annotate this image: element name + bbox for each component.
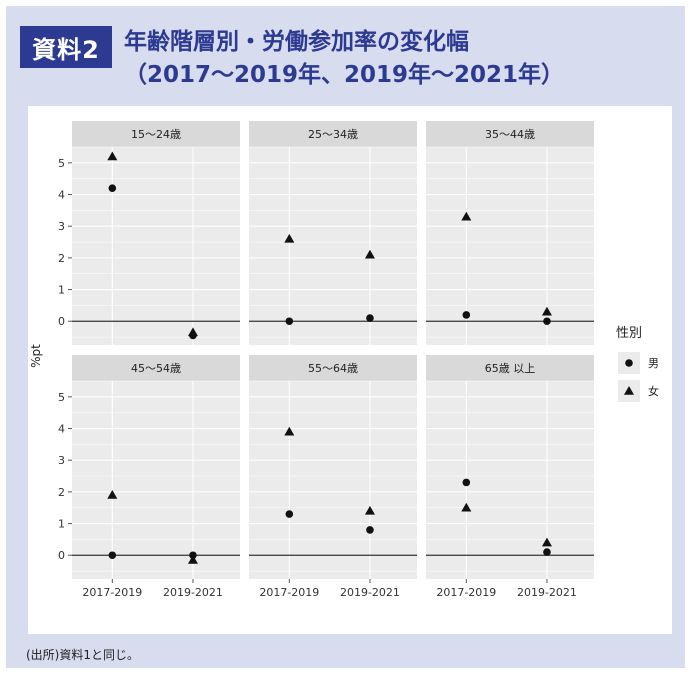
male-point	[108, 184, 117, 192]
x-tick-label: 2019-2021	[163, 586, 223, 599]
y-tick-label: 3	[58, 454, 65, 467]
y-axis-label: %pt	[29, 344, 43, 368]
x-tick-label: 2017-2019	[82, 586, 142, 599]
y-tick-label: 0	[58, 549, 65, 562]
legend-label: 男	[648, 357, 659, 370]
facet-strip	[72, 121, 240, 147]
legend-label: 女	[648, 384, 659, 398]
female-point	[107, 490, 118, 499]
plot-background	[426, 147, 594, 345]
female-point	[461, 211, 472, 221]
facet-strip	[249, 121, 417, 147]
facet-strip	[249, 355, 417, 381]
plot-background	[72, 381, 240, 579]
facet-label: 25～34歳	[308, 128, 358, 141]
y-tick-label: 4	[58, 423, 65, 436]
y-tick-label: 2	[58, 252, 65, 265]
male-point	[366, 314, 374, 322]
female-point	[541, 537, 552, 547]
facet-label: 55～64歳	[308, 362, 358, 375]
y-tick-label: 3	[58, 220, 65, 233]
female-point	[364, 505, 375, 515]
figure-frame: 資料2 年齢階層別・労働参加率の変化幅 （2017～2019年、2019年～20…	[6, 6, 685, 668]
facet-strip	[426, 121, 594, 147]
facet-strip	[72, 355, 240, 381]
faceted-scatter-chart: 15～24歳 0 1 2 3 4 5 25～34歳 35～44歳 45～54歳 0 1 2 3 4 5 2017…	[29, 121, 659, 599]
facet-label: 35～44歳	[485, 128, 535, 141]
source-note: (出所)資料1と同じ。	[26, 648, 139, 662]
male-point	[543, 317, 551, 326]
female-point	[364, 249, 375, 259]
female-point	[107, 151, 118, 161]
female-point	[284, 233, 295, 243]
x-tick-label: 2019-2021	[340, 586, 400, 599]
y-tick-label: 0	[58, 315, 65, 328]
y-tick-label: 5	[58, 157, 65, 170]
female-point	[187, 327, 198, 337]
facet-label: 45～54歳	[131, 362, 181, 375]
female-point	[541, 306, 552, 316]
facet-strip	[426, 355, 594, 381]
plot-background	[249, 381, 417, 579]
male-point	[366, 526, 374, 534]
female-point	[284, 426, 295, 436]
x-tick-label: 2017-2019	[436, 586, 496, 599]
y-tick-label: 2	[58, 486, 65, 499]
legend-circle-marker	[625, 359, 633, 367]
female-point	[187, 554, 198, 564]
male-point	[108, 551, 117, 560]
female-point	[461, 502, 472, 512]
figure-title: 年齢階層別・労働参加率の変化幅 （2017～2019年、2019年～2021年）	[124, 26, 684, 92]
plot-background	[426, 381, 594, 579]
y-tick-label: 5	[58, 391, 65, 404]
male-point	[285, 317, 294, 326]
male-point	[543, 548, 551, 556]
y-tick-label: 1	[58, 518, 65, 531]
chart-panel: 15～24歳 0 1 2 3 4 5 25～34歳 35～44歳 45～54歳 0 1 2 3 4 5 2017…	[28, 106, 672, 634]
legend-title: 性別	[616, 326, 642, 341]
plot-background	[249, 147, 417, 345]
figure-title-line2: （2017～2019年、2019年～2021年）	[124, 62, 565, 88]
male-point	[462, 478, 471, 487]
male-point	[462, 311, 471, 319]
figure-title-line1: 年齢階層別・労働参加率の変化幅	[124, 29, 469, 55]
male-point	[285, 510, 294, 518]
x-tick-label: 2017-2019	[259, 586, 319, 599]
legend-triangle-marker	[624, 386, 634, 395]
y-tick-label: 1	[58, 284, 65, 297]
facet-label: 65歳 以上	[485, 362, 536, 375]
y-tick-label: 4	[58, 189, 65, 202]
figure-badge: 資料2	[20, 26, 112, 68]
x-tick-label: 2019-2021	[517, 586, 577, 599]
plot-background	[72, 147, 240, 345]
facet-label: 15～24歳	[131, 128, 181, 141]
